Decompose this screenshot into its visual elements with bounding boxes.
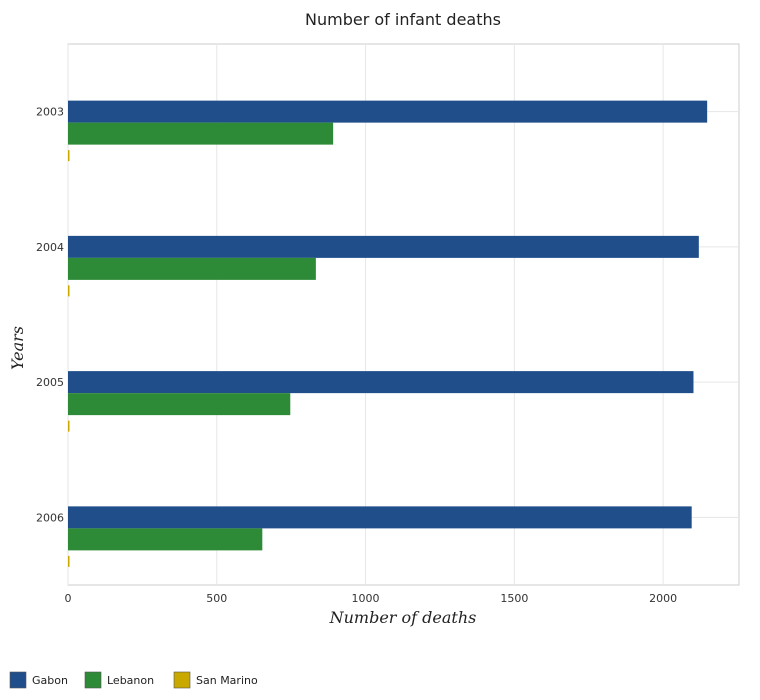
legend-label: Lebanon: [107, 674, 154, 687]
zero-marker-san-marino-2005: [68, 420, 70, 432]
chart-title: Number of infant deaths: [305, 10, 501, 29]
legend: Gabon Lebanon San Marino: [9, 671, 258, 689]
y-tick-label: 2006: [36, 511, 64, 524]
bar-gabon-2004: [68, 235, 699, 258]
zero-marker-san-marino-2003: [68, 150, 70, 162]
plot-area: 0 500 1000 1500 2000 2003 2004 2005 2006: [36, 43, 740, 605]
zero-marker-san-marino-2006: [68, 555, 70, 567]
x-tick-label: 1000: [352, 592, 380, 605]
x-tick-label: 500: [206, 592, 227, 605]
zero-marker-san-marino-2004: [68, 285, 70, 297]
bar-gabon-2003: [68, 100, 708, 123]
x-tick-label: 1500: [500, 592, 528, 605]
bar-gabon-2005: [68, 371, 694, 394]
legend-label: San Marino: [196, 674, 258, 687]
legend-swatch: [9, 671, 27, 689]
legend-swatch: [173, 671, 191, 689]
legend-swatch: [84, 671, 102, 689]
x-axis-label: Number of deaths: [329, 608, 477, 627]
bar-lebanon-2003: [68, 122, 334, 145]
bar-lebanon-2004: [68, 257, 316, 280]
bar-lebanon-2005: [68, 393, 291, 416]
bar-gabon-2006: [68, 506, 692, 529]
x-tick-label: 2000: [649, 592, 677, 605]
y-tick-label: 2003: [36, 106, 64, 119]
y-tick-label: 2005: [36, 376, 64, 389]
bar-lebanon-2006: [68, 528, 263, 551]
y-tick-label: 2004: [36, 241, 64, 254]
y-axis-label: Years: [8, 326, 27, 370]
legend-label: Gabon: [32, 674, 68, 687]
x-tick-label: 0: [65, 592, 72, 605]
